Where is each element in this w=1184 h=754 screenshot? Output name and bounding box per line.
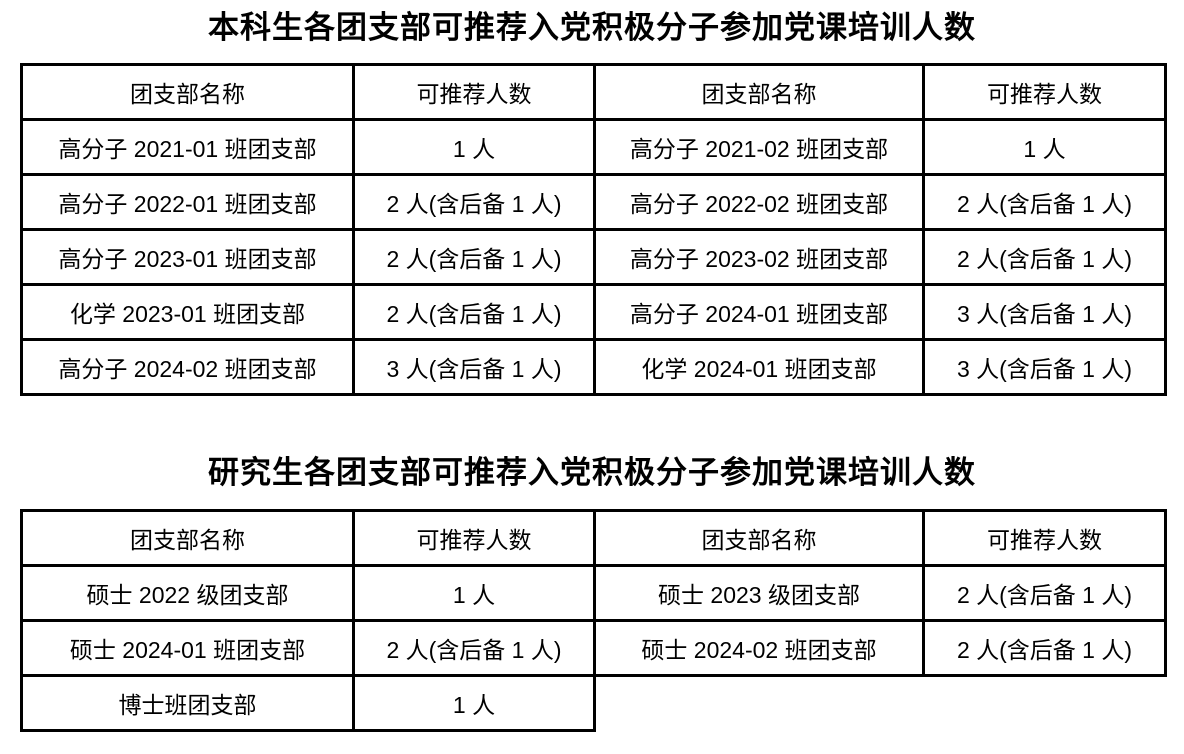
branch-name-cell: 化学 2023-01 班团支部 [20, 283, 355, 342]
quota-cell: 2 人(含后备 1 人) [922, 173, 1167, 232]
branch-name-cell: 高分子 2024-01 班团支部 [593, 283, 925, 342]
branch-name-cell: 化学 2024-01 班团支部 [593, 338, 925, 397]
table-row: 博士班团支部 1 人 [20, 673, 1166, 732]
branch-name-cell: 高分子 2023-01 班团支部 [20, 228, 355, 287]
branch-name-header: 团支部名称 [20, 63, 355, 122]
quota-cell: 1 人 [922, 118, 1167, 177]
table-row: 化学 2023-01 班团支部 2 人(含后备 1 人) 高分子 2024-01 班… [20, 283, 1167, 342]
branch-name-cell: 高分子 2021-01 班团支部 [20, 118, 355, 177]
empty-cell [595, 675, 924, 730]
quota-cell: 3 人(含后备 1 人) [922, 283, 1167, 342]
quota-header: 可推荐人数 [352, 508, 596, 567]
undergraduate-table: 团支部名称 可推荐人数 团支部名称 可推荐人数 高分子 2021-01 班团支部 1 人高… [20, 63, 1167, 397]
table-row: 硕士 2024-01 班团支部 2 人(含后备 1 人) 硕士 2024-02 班团… [20, 618, 1167, 677]
quota-cell: 2 人(含后备 1 人) [352, 228, 596, 287]
table-row: 高分子 2024-02 班团支部 3 人(含后备 1 人) 化学 2024-01 班… [20, 338, 1167, 397]
undergraduate-section: 本科生各团支部可推荐入党积极分子参加党课培训人数 团支部名称 可推荐人数 团支部名称… [20, 8, 1167, 397]
table-row: 高分子 2023-01 班团支部 2 人(含后备 1 人) 高分子 2023-02 … [20, 228, 1167, 287]
branch-name-cell: 硕士 2024-01 班团支部 [20, 618, 355, 677]
branch-name-header: 团支部名称 [20, 508, 355, 567]
branch-name-cell: 高分子 2022-01 班团支部 [20, 173, 355, 232]
branch-name-header: 团支部名称 [593, 63, 925, 122]
table-row: 高分子 2022-01 班团支部 2 人(含后备 1 人) 高分子 2022-02 … [20, 173, 1167, 232]
quota-cell: 2 人(含后备 1 人) [352, 618, 596, 677]
quota-cell: 3 人(含后备 1 人) [352, 338, 596, 397]
table-row: 硕士 2022 级团支部 1 人硕士 2023 级团支部 2 人(含后备 1 人) [20, 563, 1167, 622]
branch-name-header: 团支部名称 [593, 508, 925, 567]
branch-name-cell: 高分子 2022-02 班团支部 [593, 173, 925, 232]
table-row: 高分子 2021-01 班团支部 1 人高分子 2021-02 班团支部 1 人 [20, 118, 1167, 177]
header-row: 团支部名称 可推荐人数 团支部名称 可推荐人数 [20, 63, 1167, 122]
branch-name-cell: 硕士 2023 级团支部 [593, 563, 925, 622]
undergraduate-table-title: 本科生各团支部可推荐入党积极分子参加党课培训人数 [208, 10, 976, 45]
quota-cell: 2 人(含后备 1 人) [352, 283, 596, 342]
branch-name-cell: 高分子 2021-02 班团支部 [593, 118, 925, 177]
quota-cell: 2 人(含后备 1 人) [922, 563, 1167, 622]
quota-header: 可推荐人数 [352, 63, 596, 122]
graduate-table-title: 研究生各团支部可推荐入党积极分子参加党课培训人数 [208, 455, 976, 491]
quota-cell: 1 人 [352, 673, 596, 732]
graduate-section: 研究生各团支部可推荐入党积极分子参加党课培训人数 团支部名称 可推荐人数 团支部名称… [20, 453, 1167, 732]
branch-name-cell: 硕士 2024-02 班团支部 [593, 618, 925, 677]
branch-name-cell: 高分子 2024-02 班团支部 [20, 338, 355, 397]
branch-name-cell: 硕士 2022 级团支部 [20, 563, 355, 622]
empty-cell [924, 675, 1166, 730]
quota-cell: 2 人(含后备 1 人) [922, 618, 1167, 677]
quota-header: 可推荐人数 [922, 508, 1167, 567]
header-row: 团支部名称 可推荐人数 团支部名称 可推荐人数 [20, 508, 1167, 567]
quota-cell: 2 人(含后备 1 人) [922, 228, 1167, 287]
quota-cell: 1 人 [352, 563, 596, 622]
branch-name-cell: 博士班团支部 [20, 673, 355, 732]
quota-cell: 1 人 [352, 118, 596, 177]
quota-cell: 2 人(含后备 1 人) [352, 173, 596, 232]
quota-header: 可推荐人数 [922, 63, 1167, 122]
graduate-table: 团支部名称 可推荐人数 团支部名称 可推荐人数 硕士 2022 级团支部 1 人硕士 20… [20, 508, 1167, 732]
quota-cell: 3 人(含后备 1 人) [922, 338, 1167, 397]
branch-name-cell: 高分子 2023-02 班团支部 [593, 228, 925, 287]
